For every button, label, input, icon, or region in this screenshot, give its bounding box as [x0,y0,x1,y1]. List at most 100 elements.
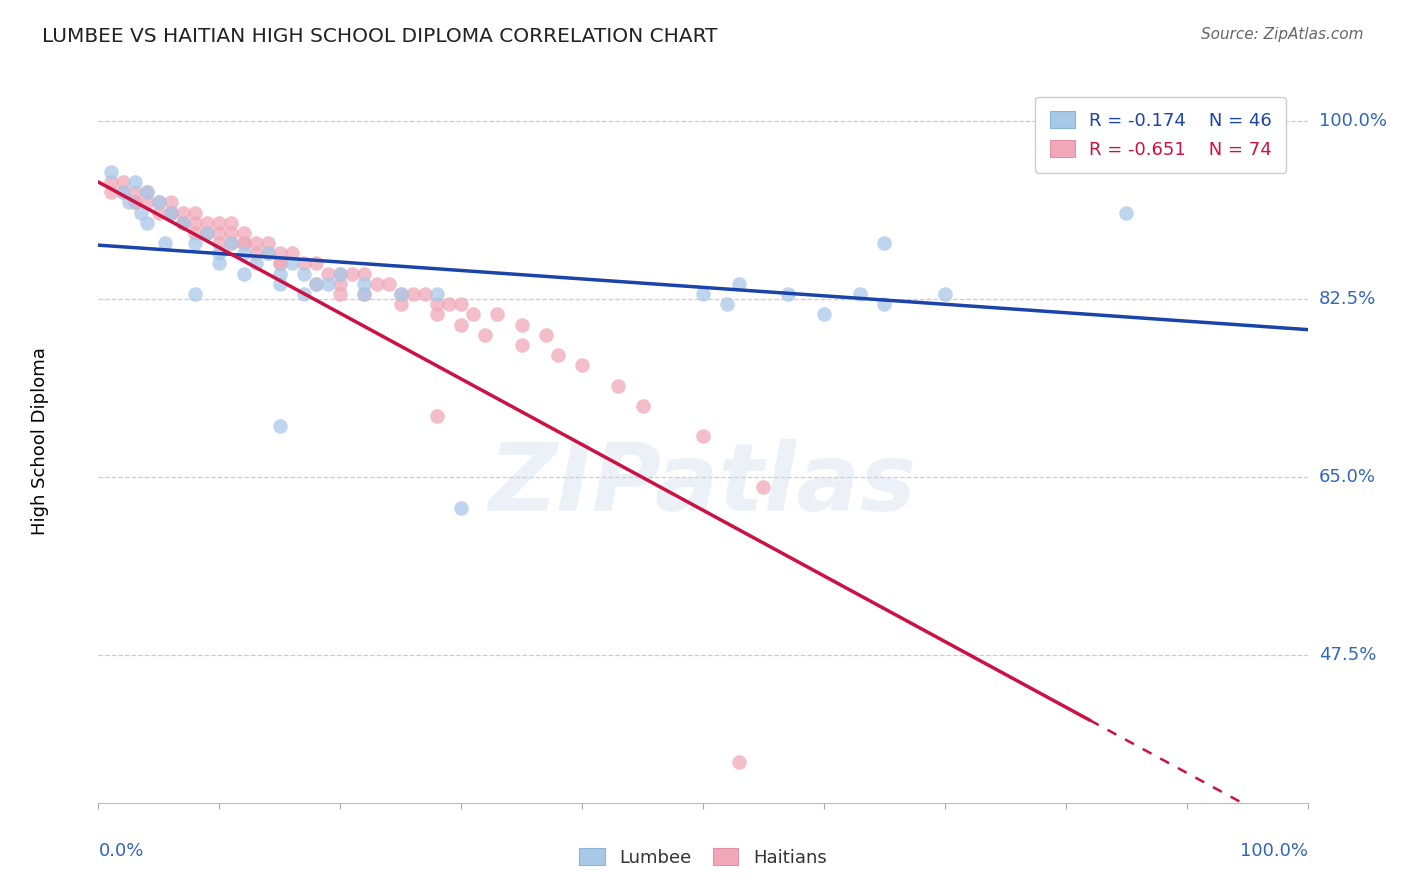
Point [269,419,291,434]
Point [329,267,352,281]
Point [232,267,254,281]
Point [256,246,278,260]
Point [221,236,243,251]
Point [389,287,412,301]
Point [160,195,183,210]
Point [124,195,146,210]
Point [389,297,412,311]
Point [256,236,278,251]
Point [1078,134,1101,148]
Point [474,327,496,342]
Point [281,246,304,260]
Point [111,175,134,189]
Point [305,256,328,270]
Text: 100.0%: 100.0% [1240,842,1308,860]
Point [269,246,291,260]
Point [463,307,485,321]
Point [160,205,183,219]
Point [221,226,243,240]
Text: LUMBEE VS HAITIAN HIGH SCHOOL DIPLOMA CORRELATION CHART: LUMBEE VS HAITIAN HIGH SCHOOL DIPLOMA CO… [42,27,717,45]
Point [111,185,134,199]
Point [195,216,218,230]
Point [100,165,122,179]
Point [486,307,509,321]
Point [208,236,231,251]
Point [245,246,267,260]
Point [873,297,896,311]
Point [148,195,170,210]
Point [208,256,231,270]
Point [160,205,183,219]
Point [118,195,141,210]
Point [160,205,183,219]
Point [232,236,254,251]
Point [184,287,207,301]
Point [716,297,738,311]
Point [184,205,207,219]
Point [316,267,339,281]
Point [269,256,291,270]
Text: 82.5%: 82.5% [1319,290,1376,308]
Point [208,216,231,230]
Point [135,185,157,199]
Point [353,287,375,301]
Point [377,277,399,291]
Point [124,175,146,189]
Point [402,287,425,301]
Point [208,226,231,240]
Point [1115,205,1137,219]
Text: ZIPatlas: ZIPatlas [489,439,917,531]
Point [269,256,291,270]
Point [353,277,375,291]
Point [571,358,593,372]
Text: 47.5%: 47.5% [1319,646,1376,665]
Point [129,205,152,219]
Point [208,246,231,260]
Point [124,195,146,210]
Point [184,216,207,230]
Point [813,307,835,321]
Point [776,287,799,301]
Point [153,236,176,251]
Point [245,256,267,270]
Point [148,195,170,210]
Point [172,205,194,219]
Point [450,318,472,332]
Point [269,277,291,291]
Point [849,287,872,301]
Point [329,277,352,291]
Text: High School Diploma: High School Diploma [31,348,49,535]
Point [934,287,956,301]
Point [329,267,352,281]
Point [329,287,352,301]
Point [752,480,775,494]
Point [437,297,460,311]
Point [135,185,157,199]
Point [281,256,304,270]
Point [426,307,449,321]
Point [292,267,315,281]
Point [534,327,557,342]
Point [305,277,328,291]
Point [111,185,134,199]
Point [353,267,375,281]
Point [510,318,533,332]
Point [221,236,243,251]
Point [100,185,122,199]
Legend: Lumbee, Haitians: Lumbee, Haitians [571,839,835,876]
Point [728,755,751,769]
Point [172,216,194,230]
Point [353,287,375,301]
Point [305,277,328,291]
Legend: R = -0.174    N = 46, R = -0.651    N = 74: R = -0.174 N = 46, R = -0.651 N = 74 [1035,96,1286,173]
Point [450,500,472,515]
Point [450,297,472,311]
Point [873,236,896,251]
Text: 100.0%: 100.0% [1319,112,1386,130]
Point [269,267,291,281]
Point [135,216,157,230]
Point [195,226,218,240]
Point [728,277,751,291]
Point [100,175,122,189]
Point [366,277,388,291]
